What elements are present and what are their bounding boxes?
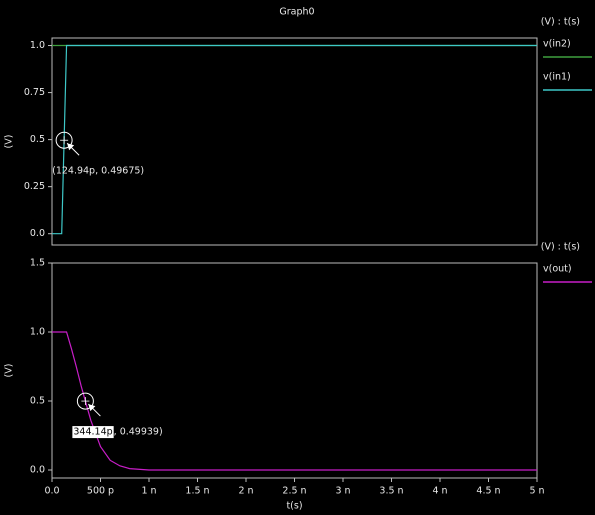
x-tick-label: 2 n	[238, 486, 253, 497]
plot-frame	[51, 37, 538, 246]
x-tick-label: 3.5 n	[379, 486, 403, 497]
y-axis-label: (V)	[4, 364, 15, 378]
x-tick-label: 1.5 n	[185, 486, 209, 497]
y-tick-label: 0.5	[30, 134, 45, 145]
chart-title: Graph0	[279, 7, 314, 18]
x-tick-label: 500 p	[87, 486, 114, 497]
y-tick-label: 0.0	[30, 228, 45, 239]
x-tick-label: 0.0	[44, 486, 59, 497]
y-tick-label: 0.0	[30, 464, 45, 475]
y-tick-label: 1.0	[30, 326, 45, 337]
x-tick-label: 3 n	[335, 486, 350, 497]
y-tick-label: 0.25	[24, 181, 45, 192]
legend-label: v(in1)	[543, 72, 571, 83]
plot-frame	[51, 262, 538, 479]
annotation-label: , 0.49939)	[114, 427, 163, 438]
y-tick-label: 1.5	[30, 258, 45, 269]
axis-note: (V) : t(s)	[541, 242, 580, 253]
cursor-marker	[55, 131, 73, 149]
legend-label: v(in2)	[543, 39, 571, 50]
annotation-label: (124.94p, 0.49675)	[52, 166, 144, 177]
x-axis-label: t(s)	[286, 501, 302, 512]
annotation-highlight-box	[72, 426, 114, 439]
x-tick-label: 4 n	[432, 486, 447, 497]
cursor-marker	[76, 392, 94, 410]
x-tick-label: 4.5 n	[476, 486, 500, 497]
y-tick-label: 0.75	[24, 87, 45, 98]
x-tick-label: 2.5 n	[282, 486, 306, 497]
annotation-highlight: 344.14p	[73, 427, 112, 438]
cursor-arrowhead	[67, 143, 75, 151]
y-tick-label: 1.0	[30, 40, 45, 51]
x-tick-label: 5 n	[529, 486, 544, 497]
line-series	[52, 44, 537, 235]
axis-note: (V) : t(s)	[541, 17, 580, 28]
legend-label: v(out)	[543, 264, 572, 275]
line-series	[52, 331, 537, 471]
cursor-arrowhead	[88, 404, 96, 412]
y-axis-label: (V)	[4, 135, 15, 149]
x-tick-label: 1 n	[141, 486, 156, 497]
y-tick-label: 0.5	[30, 395, 45, 406]
